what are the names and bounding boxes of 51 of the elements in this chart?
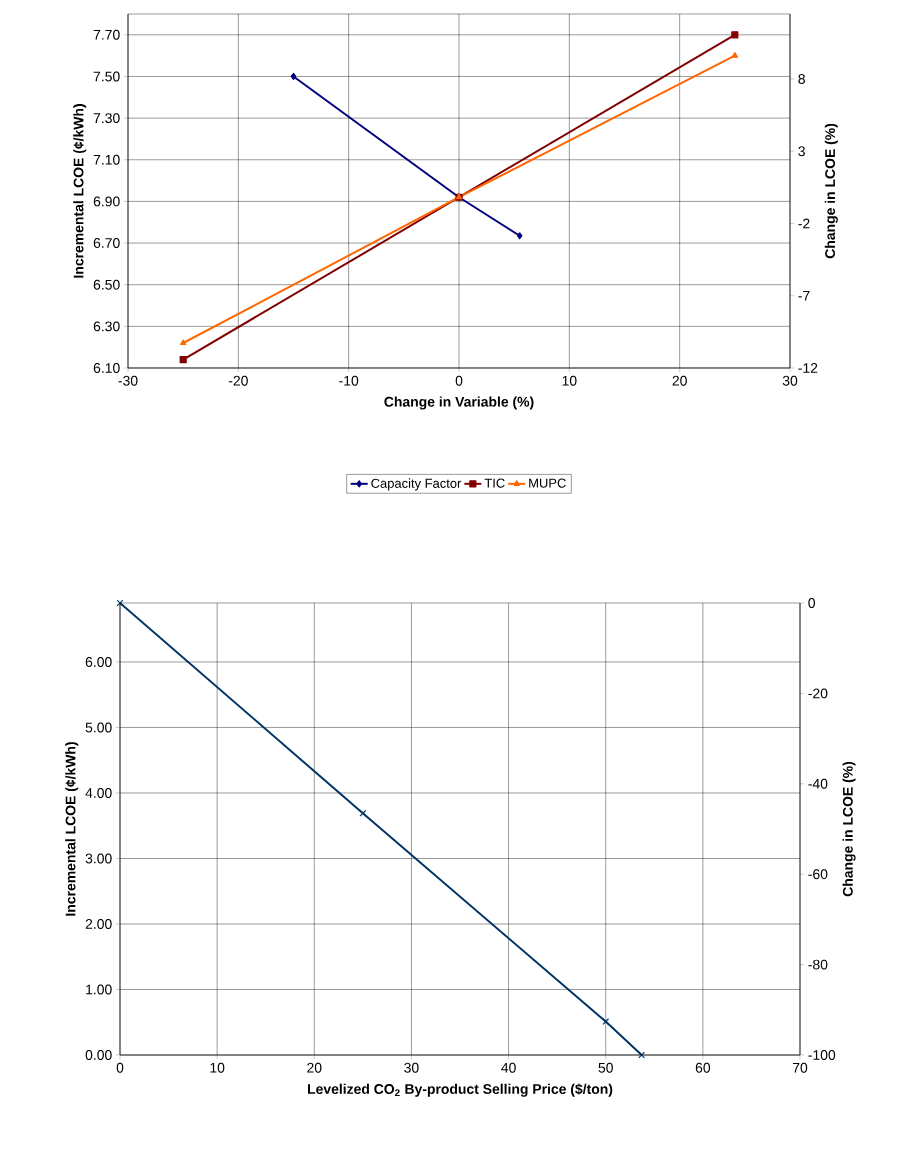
x-tick-label: -30: [118, 375, 138, 386]
y-tick-label: 3.00: [85, 853, 112, 864]
x-axis-title: Change in Variable (%): [384, 396, 534, 410]
y2-tick-label: 8: [798, 74, 805, 84]
y-tick-label: 2.00: [85, 919, 112, 929]
y2-axis-title: Change in LCOE (%): [824, 123, 838, 259]
y2-tick-label: 0: [808, 598, 816, 608]
x-tick-label: -20: [228, 375, 248, 386]
y-tick-label: 6.50: [93, 279, 120, 290]
x-tick-label: 40: [501, 1062, 516, 1073]
legend-label: MUPC: [529, 478, 566, 488]
x-tick-label: 10: [562, 375, 577, 386]
y2-tick-label: -20: [808, 688, 828, 699]
y-tick-label: 1.00: [86, 984, 112, 995]
y2-tick-label: -12: [798, 363, 818, 373]
x-axis-title: Levelized CO$_{2}$ By-product Selling Price ($/ton): [308, 1083, 613, 1097]
y2-tick-label: -60: [808, 869, 828, 880]
y-tick-label: 6.10: [93, 363, 120, 373]
y2-tick-label: 3: [798, 146, 805, 157]
y-tick-label: 6.30: [93, 321, 120, 332]
y-tick-label: 7.10: [93, 154, 120, 165]
y-tick-label: 6.00: [85, 657, 112, 667]
x-tick-label: 0: [116, 1062, 124, 1073]
y-tick-label: 7.70: [93, 29, 120, 40]
x-tick-label: 0: [455, 375, 463, 386]
y2-tick-label: -100: [808, 1050, 836, 1060]
y2-tick-label: -80: [808, 959, 828, 970]
y-tick-label: 4.00: [85, 788, 112, 798]
x-tick-label: 30: [782, 375, 798, 386]
x-tick-label: -10: [339, 375, 359, 386]
x-tick-label: 50: [598, 1062, 613, 1073]
y-tick-label: 5.00: [85, 722, 112, 733]
x-tick-label: 60: [695, 1062, 711, 1073]
y-tick-label: 7.50: [93, 71, 120, 82]
x-tick-label: 30: [404, 1062, 419, 1073]
x-tick-label: 20: [307, 1062, 322, 1073]
y2-tick-label: -40: [808, 778, 828, 789]
y-tick-label: 0.00: [85, 1050, 112, 1060]
x-tick-label: 70: [792, 1062, 808, 1073]
y-axis-title: Incremental LCOE (¢/kWh): [65, 742, 79, 916]
y-tick-label: 7.30: [93, 113, 120, 124]
y2-axis-title: Change in LCOE (%): [842, 761, 856, 897]
y2-tick-label: -2: [798, 218, 810, 229]
x-tick-label: 10: [210, 1062, 225, 1073]
y2-tick-label: -7: [798, 290, 810, 301]
y-axis-title: Incremental LCOE (¢/kWh): [73, 104, 87, 278]
legend-label: TIC: [484, 478, 505, 488]
legend-label: Capacity Factor: [371, 478, 462, 491]
y-tick-label: 6.90: [93, 196, 120, 207]
x-tick-label: 20: [672, 375, 687, 386]
y-tick-label: 6.70: [93, 238, 120, 248]
